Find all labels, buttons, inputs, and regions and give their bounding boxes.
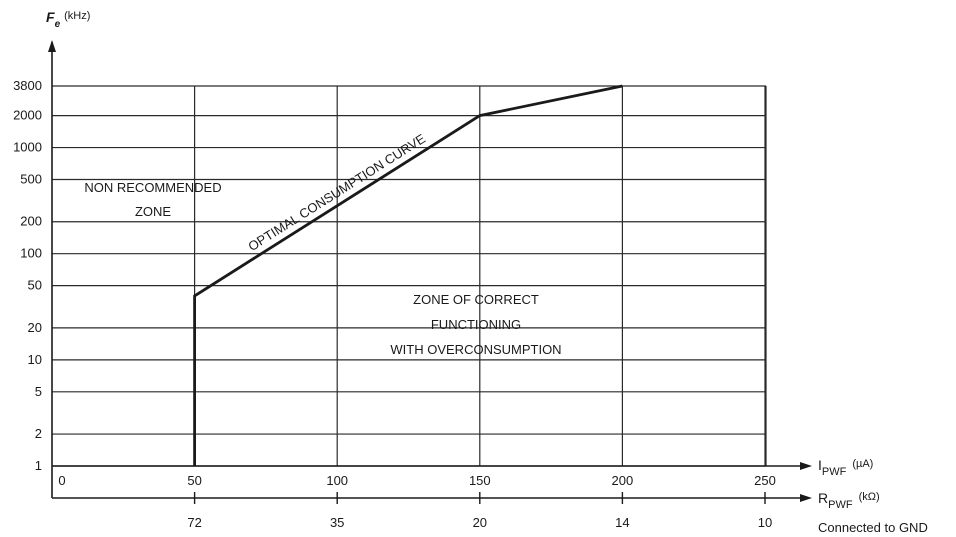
x2-tick-label: 20 — [473, 515, 487, 530]
y-tick-label: 5 — [35, 384, 42, 399]
y-tick-labels: 1 2 5 10 20 50 100 200 500 1000 2000 3800 — [13, 78, 42, 473]
x2-tick-label: 10 — [758, 515, 772, 530]
y-tick-label: 1 — [35, 458, 42, 473]
x2-tick-labels: 72 35 20 14 10 — [187, 492, 772, 530]
x2-axis-arrow — [800, 494, 812, 502]
y-tick-label: 2 — [35, 426, 42, 441]
y-tick-label: 200 — [20, 214, 42, 229]
x-tick-labels: 0 50 100 150 200 250 — [58, 473, 775, 488]
x2-axis-unit: (kΩ) — [859, 491, 880, 503]
annotation-text: ZONE — [135, 204, 171, 219]
y-tick-label: 100 — [20, 246, 42, 261]
y-tick-label: 500 — [20, 171, 42, 186]
x-tick-label: 200 — [612, 473, 634, 488]
x2-axis-note: Connected to GND — [818, 520, 928, 535]
grid — [52, 85, 767, 467]
x-tick-label: 150 — [469, 473, 491, 488]
y-tick-label: 2000 — [13, 108, 42, 123]
x2-axis-label-sub: PWF — [828, 499, 853, 511]
y-axis-arrow — [48, 40, 56, 52]
x-axis-label: IPWF(µA) — [818, 457, 873, 478]
x2-tick-label: 35 — [330, 515, 344, 530]
y-tick-label: 10 — [28, 352, 42, 367]
x-axis-unit: (µA) — [852, 458, 873, 470]
x2-tick-label: 14 — [615, 515, 629, 530]
annotation-text: FUNCTIONING — [431, 317, 521, 332]
y-axis-label-sub: e — [55, 19, 61, 30]
y-tick-label: 50 — [28, 278, 42, 293]
series: OPTIMAL CONSUMPTION CURVE — [193, 84, 623, 466]
x-tick-label: 250 — [754, 473, 776, 488]
annotation-text: WITH OVERCONSUMPTION — [390, 342, 561, 357]
y-tick-label: 1000 — [13, 140, 42, 155]
annotation-text: ZONE OF CORRECT — [413, 292, 539, 307]
annotations: NON RECOMMENDED ZONE ZONE OF CORRECT FUNCTI… — [84, 180, 561, 357]
x-axis-label-sub: PWF — [822, 466, 847, 478]
x2-axis-label: RPWF(kΩ) — [818, 490, 880, 511]
annotation-text: NON RECOMMENDED — [84, 180, 221, 195]
y-axis-label: Fe(kHz) — [46, 9, 90, 30]
x-tick-label: 100 — [326, 473, 348, 488]
series-line-optimal-consumption — [193, 84, 623, 466]
y-tick-label: 3800 — [13, 78, 42, 93]
axes — [48, 40, 812, 502]
x2-tick-label: 72 — [187, 515, 201, 530]
x-axis-arrow — [800, 462, 812, 470]
x-tick-label: 0 — [58, 473, 65, 488]
x-tick-label: 50 — [187, 473, 201, 488]
y-tick-label: 20 — [28, 320, 42, 335]
y-axis-unit: (kHz) — [64, 10, 90, 22]
